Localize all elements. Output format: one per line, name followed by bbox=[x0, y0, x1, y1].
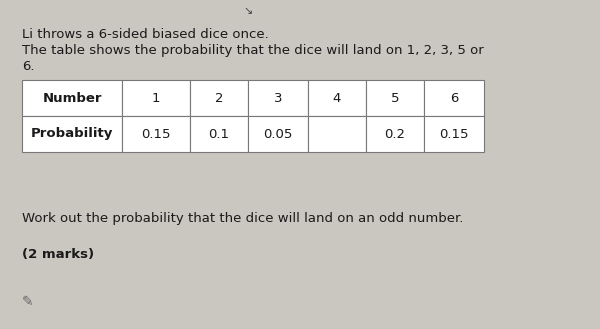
Text: Work out the probability that the dice will land on an odd number.: Work out the probability that the dice w… bbox=[22, 212, 463, 225]
Bar bbox=[190, 116, 248, 152]
Bar bbox=[122, 116, 190, 152]
Text: 4: 4 bbox=[333, 91, 341, 105]
Text: 0.15: 0.15 bbox=[141, 128, 171, 140]
Text: The table shows the probability that the dice will land on 1, 2, 3, 5 or: The table shows the probability that the… bbox=[22, 44, 484, 57]
Text: 3: 3 bbox=[274, 91, 282, 105]
Bar bbox=[424, 116, 484, 152]
Text: 2: 2 bbox=[215, 91, 223, 105]
Bar bbox=[248, 80, 308, 116]
Text: 5: 5 bbox=[391, 91, 399, 105]
Text: 0.15: 0.15 bbox=[439, 128, 469, 140]
Text: 6.: 6. bbox=[22, 60, 35, 73]
Text: 6: 6 bbox=[450, 91, 458, 105]
Text: Li throws a 6-sided biased dice once.: Li throws a 6-sided biased dice once. bbox=[22, 28, 269, 41]
Text: Number: Number bbox=[42, 91, 102, 105]
Text: Probability: Probability bbox=[31, 128, 113, 140]
Bar bbox=[190, 80, 248, 116]
Bar bbox=[424, 80, 484, 116]
Bar bbox=[22, 80, 122, 116]
Text: 1: 1 bbox=[152, 91, 160, 105]
Bar bbox=[308, 116, 366, 152]
Text: 0.05: 0.05 bbox=[263, 128, 293, 140]
Bar bbox=[366, 80, 424, 116]
Text: 0.1: 0.1 bbox=[209, 128, 229, 140]
Text: ↘: ↘ bbox=[244, 6, 253, 16]
Bar bbox=[308, 80, 366, 116]
Bar bbox=[22, 116, 122, 152]
Bar bbox=[366, 116, 424, 152]
Bar bbox=[248, 116, 308, 152]
Text: (2 marks): (2 marks) bbox=[22, 248, 94, 261]
Text: ✎: ✎ bbox=[22, 295, 34, 309]
Text: 0.2: 0.2 bbox=[385, 128, 406, 140]
Bar bbox=[122, 80, 190, 116]
